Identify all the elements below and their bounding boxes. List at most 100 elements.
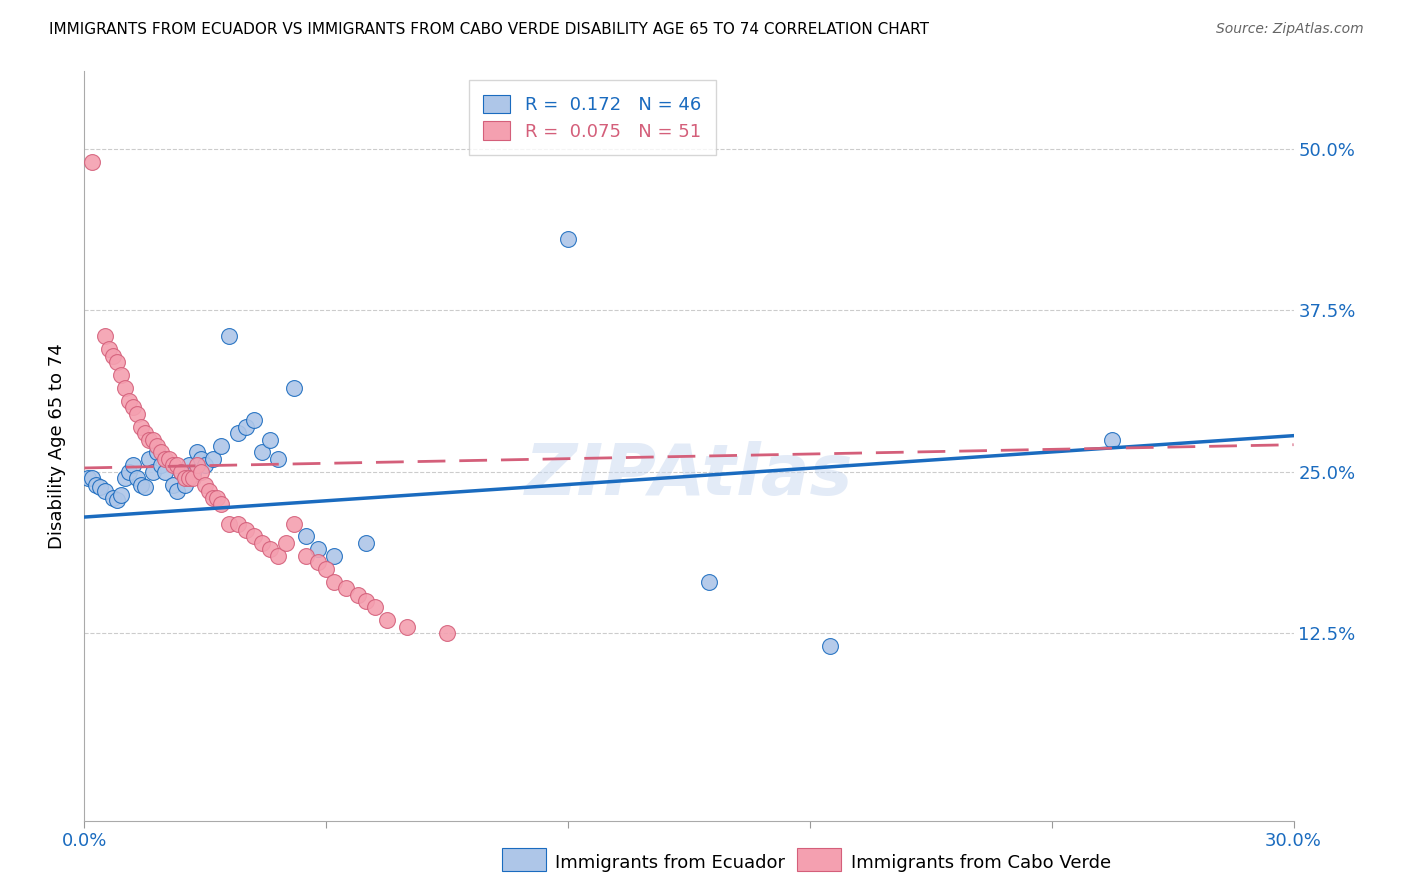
Text: Immigrants from Ecuador: Immigrants from Ecuador — [555, 854, 786, 871]
Point — [356, 536, 378, 550]
Point — [93, 329, 115, 343]
Point — [174, 471, 197, 485]
Point — [226, 516, 249, 531]
Point — [356, 594, 378, 608]
Point — [307, 542, 329, 557]
Point — [138, 433, 160, 447]
Point — [194, 458, 217, 473]
Y-axis label: Disability Age 65 to 74: Disability Age 65 to 74 — [48, 343, 66, 549]
Point — [395, 620, 418, 634]
Point — [105, 493, 128, 508]
Point — [170, 465, 193, 479]
Point — [202, 451, 225, 466]
Point — [295, 529, 318, 543]
Point — [101, 349, 124, 363]
Point — [375, 614, 398, 628]
Point — [179, 471, 201, 485]
Point — [274, 536, 297, 550]
Point — [153, 451, 176, 466]
Text: Source: ZipAtlas.com: Source: ZipAtlas.com — [1216, 22, 1364, 37]
Point — [190, 465, 212, 479]
Point — [170, 465, 193, 479]
Point — [129, 477, 152, 491]
Point — [315, 562, 337, 576]
Bar — [502, 848, 546, 871]
Point — [134, 426, 156, 441]
Point — [162, 458, 184, 473]
Point — [347, 588, 370, 602]
Point — [138, 451, 160, 466]
Text: ZIPAtlas: ZIPAtlas — [524, 442, 853, 510]
Point — [77, 471, 100, 485]
Point — [198, 484, 221, 499]
Point — [242, 413, 264, 427]
Point — [118, 465, 141, 479]
Point — [235, 419, 257, 434]
Point — [259, 542, 281, 557]
Point — [295, 549, 318, 563]
Point — [105, 355, 128, 369]
Point — [436, 626, 458, 640]
Point — [142, 465, 165, 479]
Point — [114, 471, 136, 485]
Legend: R =  0.172   N = 46, R =  0.075   N = 51: R = 0.172 N = 46, R = 0.075 N = 51 — [468, 80, 716, 155]
Point — [250, 536, 273, 550]
Point — [179, 458, 201, 473]
Point — [162, 477, 184, 491]
Point — [218, 516, 240, 531]
Point — [259, 433, 281, 447]
Point — [121, 458, 143, 473]
Point — [335, 581, 357, 595]
Bar — [797, 848, 841, 871]
Point — [110, 488, 132, 502]
Point — [267, 549, 290, 563]
Point — [110, 368, 132, 382]
Point — [114, 381, 136, 395]
Point — [129, 419, 152, 434]
Point — [207, 491, 229, 505]
Point — [209, 497, 232, 511]
Point — [86, 477, 108, 491]
Point — [82, 154, 104, 169]
Point — [323, 549, 346, 563]
Point — [134, 480, 156, 494]
Point — [818, 639, 841, 653]
Point — [166, 458, 188, 473]
Point — [149, 458, 172, 473]
Point — [82, 471, 104, 485]
Point — [283, 381, 305, 395]
Point — [226, 426, 249, 441]
Point — [149, 445, 172, 459]
Point — [242, 529, 264, 543]
Point — [557, 232, 579, 246]
Point — [250, 445, 273, 459]
Point — [235, 523, 257, 537]
Point — [118, 393, 141, 408]
Point — [267, 451, 290, 466]
Point — [97, 342, 120, 356]
Point — [218, 329, 240, 343]
Point — [186, 458, 208, 473]
Point — [363, 600, 385, 615]
Point — [166, 484, 188, 499]
Point — [190, 451, 212, 466]
Point — [202, 491, 225, 505]
Point — [142, 433, 165, 447]
Point — [146, 445, 169, 459]
Point — [307, 555, 329, 569]
Text: Immigrants from Cabo Verde: Immigrants from Cabo Verde — [851, 854, 1111, 871]
Point — [181, 467, 204, 482]
Point — [157, 451, 180, 466]
Point — [209, 439, 232, 453]
Point — [93, 484, 115, 499]
Point — [89, 480, 111, 494]
Point — [153, 465, 176, 479]
Point — [121, 401, 143, 415]
Point — [1101, 433, 1123, 447]
Point — [697, 574, 720, 589]
Point — [283, 516, 305, 531]
Text: IMMIGRANTS FROM ECUADOR VS IMMIGRANTS FROM CABO VERDE DISABILITY AGE 65 TO 74 CO: IMMIGRANTS FROM ECUADOR VS IMMIGRANTS FR… — [49, 22, 929, 37]
Point — [146, 439, 169, 453]
Point — [174, 477, 197, 491]
Point — [323, 574, 346, 589]
